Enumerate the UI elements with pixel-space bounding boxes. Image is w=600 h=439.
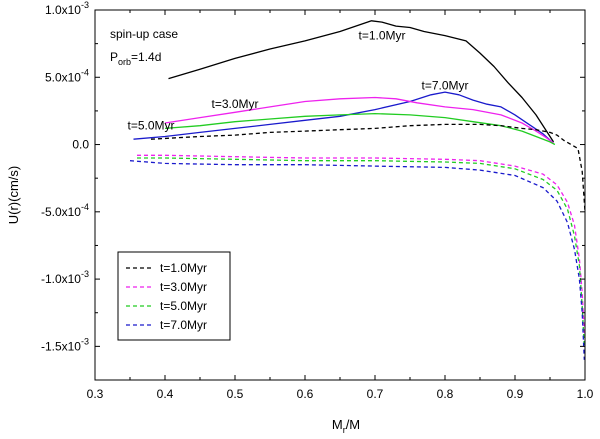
x-axis-title-sub: r [343, 425, 346, 435]
y-tick-exponent: -3 [81, 269, 89, 279]
y-tick-exponent: -4 [81, 67, 89, 77]
y-tick-label: -1.0x10-3 [41, 269, 89, 286]
series-line-solid-t10myr [168, 20, 555, 143]
series-group [129, 20, 586, 360]
orbital-period-label: Porb=1.4d [110, 50, 161, 67]
x-tick-label: 0.8 [437, 387, 454, 401]
legend-label: t=7.0Myr [160, 318, 207, 332]
y-tick-label: 5.0x10-4 [45, 67, 89, 84]
series-line-dashed-t30myr [137, 154, 585, 333]
y-tick-mantissa: 5.0x10 [45, 70, 81, 84]
series-line-dashed-t70myr [129, 160, 585, 360]
y-tick-mantissa: -5.0x10 [41, 205, 81, 219]
case-label: spin-up case [110, 27, 178, 41]
x-tick-label: 0.6 [297, 387, 314, 401]
series-line-solid-t70myr [133, 91, 554, 144]
axes-group: 0.3 0.4 0.5 0.6 0.7 0.8 0.9 1.01.0x10-35.0x10-4… [6, 0, 594, 435]
y-tick-mantissa: -1.5x10 [41, 339, 81, 353]
orbital-period-main: P [110, 50, 118, 64]
x-tick-label: 0.5 [227, 387, 244, 401]
x-tick-label: 0.9 [507, 387, 524, 401]
x-axis-title: Mr/M [332, 417, 360, 435]
curve-annotation: t=5.0Myr [127, 119, 174, 133]
y-tick-mantissa: 1.0x10 [45, 3, 81, 17]
legend: t=1.0Myr t=3.0Myr t=5.0Myr t=7.0Myr [117, 251, 231, 341]
curve-annotation: t=7.0Myr [421, 78, 468, 92]
legend-label: t=1.0Myr [160, 261, 207, 275]
legend-label: t=5.0Myr [160, 299, 207, 313]
y-tick-mantissa: -1.0x10 [41, 272, 81, 286]
legend-label: t=3.0Myr [160, 280, 207, 294]
y-tick-exponent: -3 [81, 336, 89, 346]
y-tick-label: -1.5x10-3 [41, 336, 89, 353]
series-line-solid-t30myr [164, 96, 554, 144]
y-axis-title: U(r)(cm/s) [6, 166, 21, 224]
x-tick-label: 0.7 [367, 387, 384, 401]
x-tick-label: 0.3 [87, 387, 104, 401]
x-axis-title-tail: /M [346, 417, 360, 432]
series-line-dashed-t10myr [150, 123, 586, 212]
y-tick-label: 0.0 [72, 138, 89, 152]
orbital-period-value: =1.4d [131, 50, 161, 64]
series-line-dashed-t50myr [137, 157, 585, 347]
annotations-group: spin-up case Porb=1.4d t=1.0Myr t=7.0Myr t=3… [110, 27, 469, 133]
y-tick-label: 1.0x10-3 [45, 0, 89, 17]
x-axis-title-main: M [332, 417, 343, 432]
series-line-solid-t50myr [164, 112, 556, 146]
y-tick-label: -5.0x10-4 [41, 202, 89, 219]
y-tick-exponent: -4 [81, 202, 89, 212]
orbital-period-sub: orb [118, 57, 131, 67]
x-tick-label: 0.4 [157, 387, 174, 401]
y-tick-mantissa: 0.0 [72, 138, 89, 152]
curve-annotation: t=1.0Myr [358, 29, 405, 43]
x-tick-label: 1.0 [577, 387, 594, 401]
y-tick-exponent: -3 [81, 0, 89, 10]
curve-annotation: t=3.0Myr [211, 97, 258, 111]
